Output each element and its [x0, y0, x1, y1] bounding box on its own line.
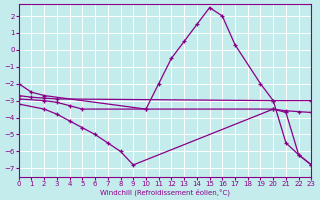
X-axis label: Windchill (Refroidissement éolien,°C): Windchill (Refroidissement éolien,°C)	[100, 188, 230, 196]
